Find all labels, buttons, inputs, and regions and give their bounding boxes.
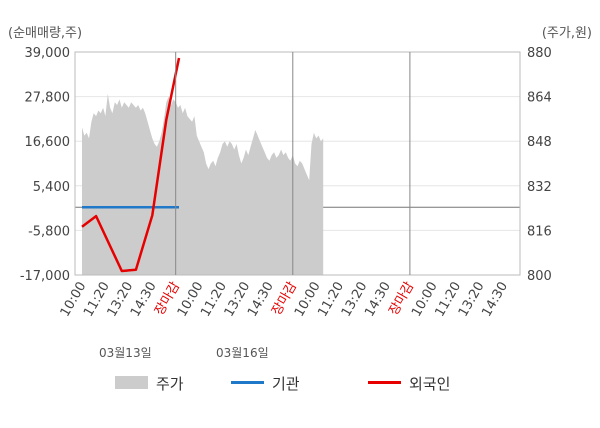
date-label-1: 03월13일 [99,346,152,360]
left-axis-unit: (순매매량,주) [8,26,82,41]
left-tick-label: 5,400 [33,180,70,195]
right-tick-label: 816 [527,224,552,239]
legend-swatch-institution [231,381,264,384]
right-axis-ticks: 880 864 848 832 816 800 [527,46,552,284]
legend: 주가 기관 외국인 [115,375,450,393]
right-tick-label: 864 [527,91,552,106]
right-tick-label: 832 [527,180,552,195]
legend-swatch-foreigner [368,381,401,384]
left-tick-label: 39,000 [25,46,71,61]
legend-label-foreigner: 외국인 [409,375,450,393]
left-tick-label: -17,000 [20,269,70,284]
right-tick-label: 848 [527,135,552,150]
line-series [81,57,181,273]
left-tick-label: 16,600 [25,135,71,150]
left-tick-label: -5,800 [28,224,70,239]
left-axis-ticks: 39,000 27,800 16,600 5,400 -5,800 -17,000 [20,46,70,284]
foreigner-line [81,57,181,273]
right-tick-label: 800 [527,269,552,284]
date-label-2: 03월16일 [216,346,269,360]
x-axis-ticks: 10:0011:2013:2014:30장마감10:0011:2013:2014… [58,279,511,319]
plot-border [74,51,521,276]
legend-label-price: 주가 [156,375,184,393]
right-axis-unit: (주가,원) [542,26,592,41]
price-area-series [82,93,324,275]
left-tick-label: 27,800 [25,91,71,106]
plot-frame [74,51,521,276]
right-tick-label: 880 [527,46,552,61]
legend-swatch-price [115,376,148,389]
legend-label-institution: 기관 [272,375,300,393]
